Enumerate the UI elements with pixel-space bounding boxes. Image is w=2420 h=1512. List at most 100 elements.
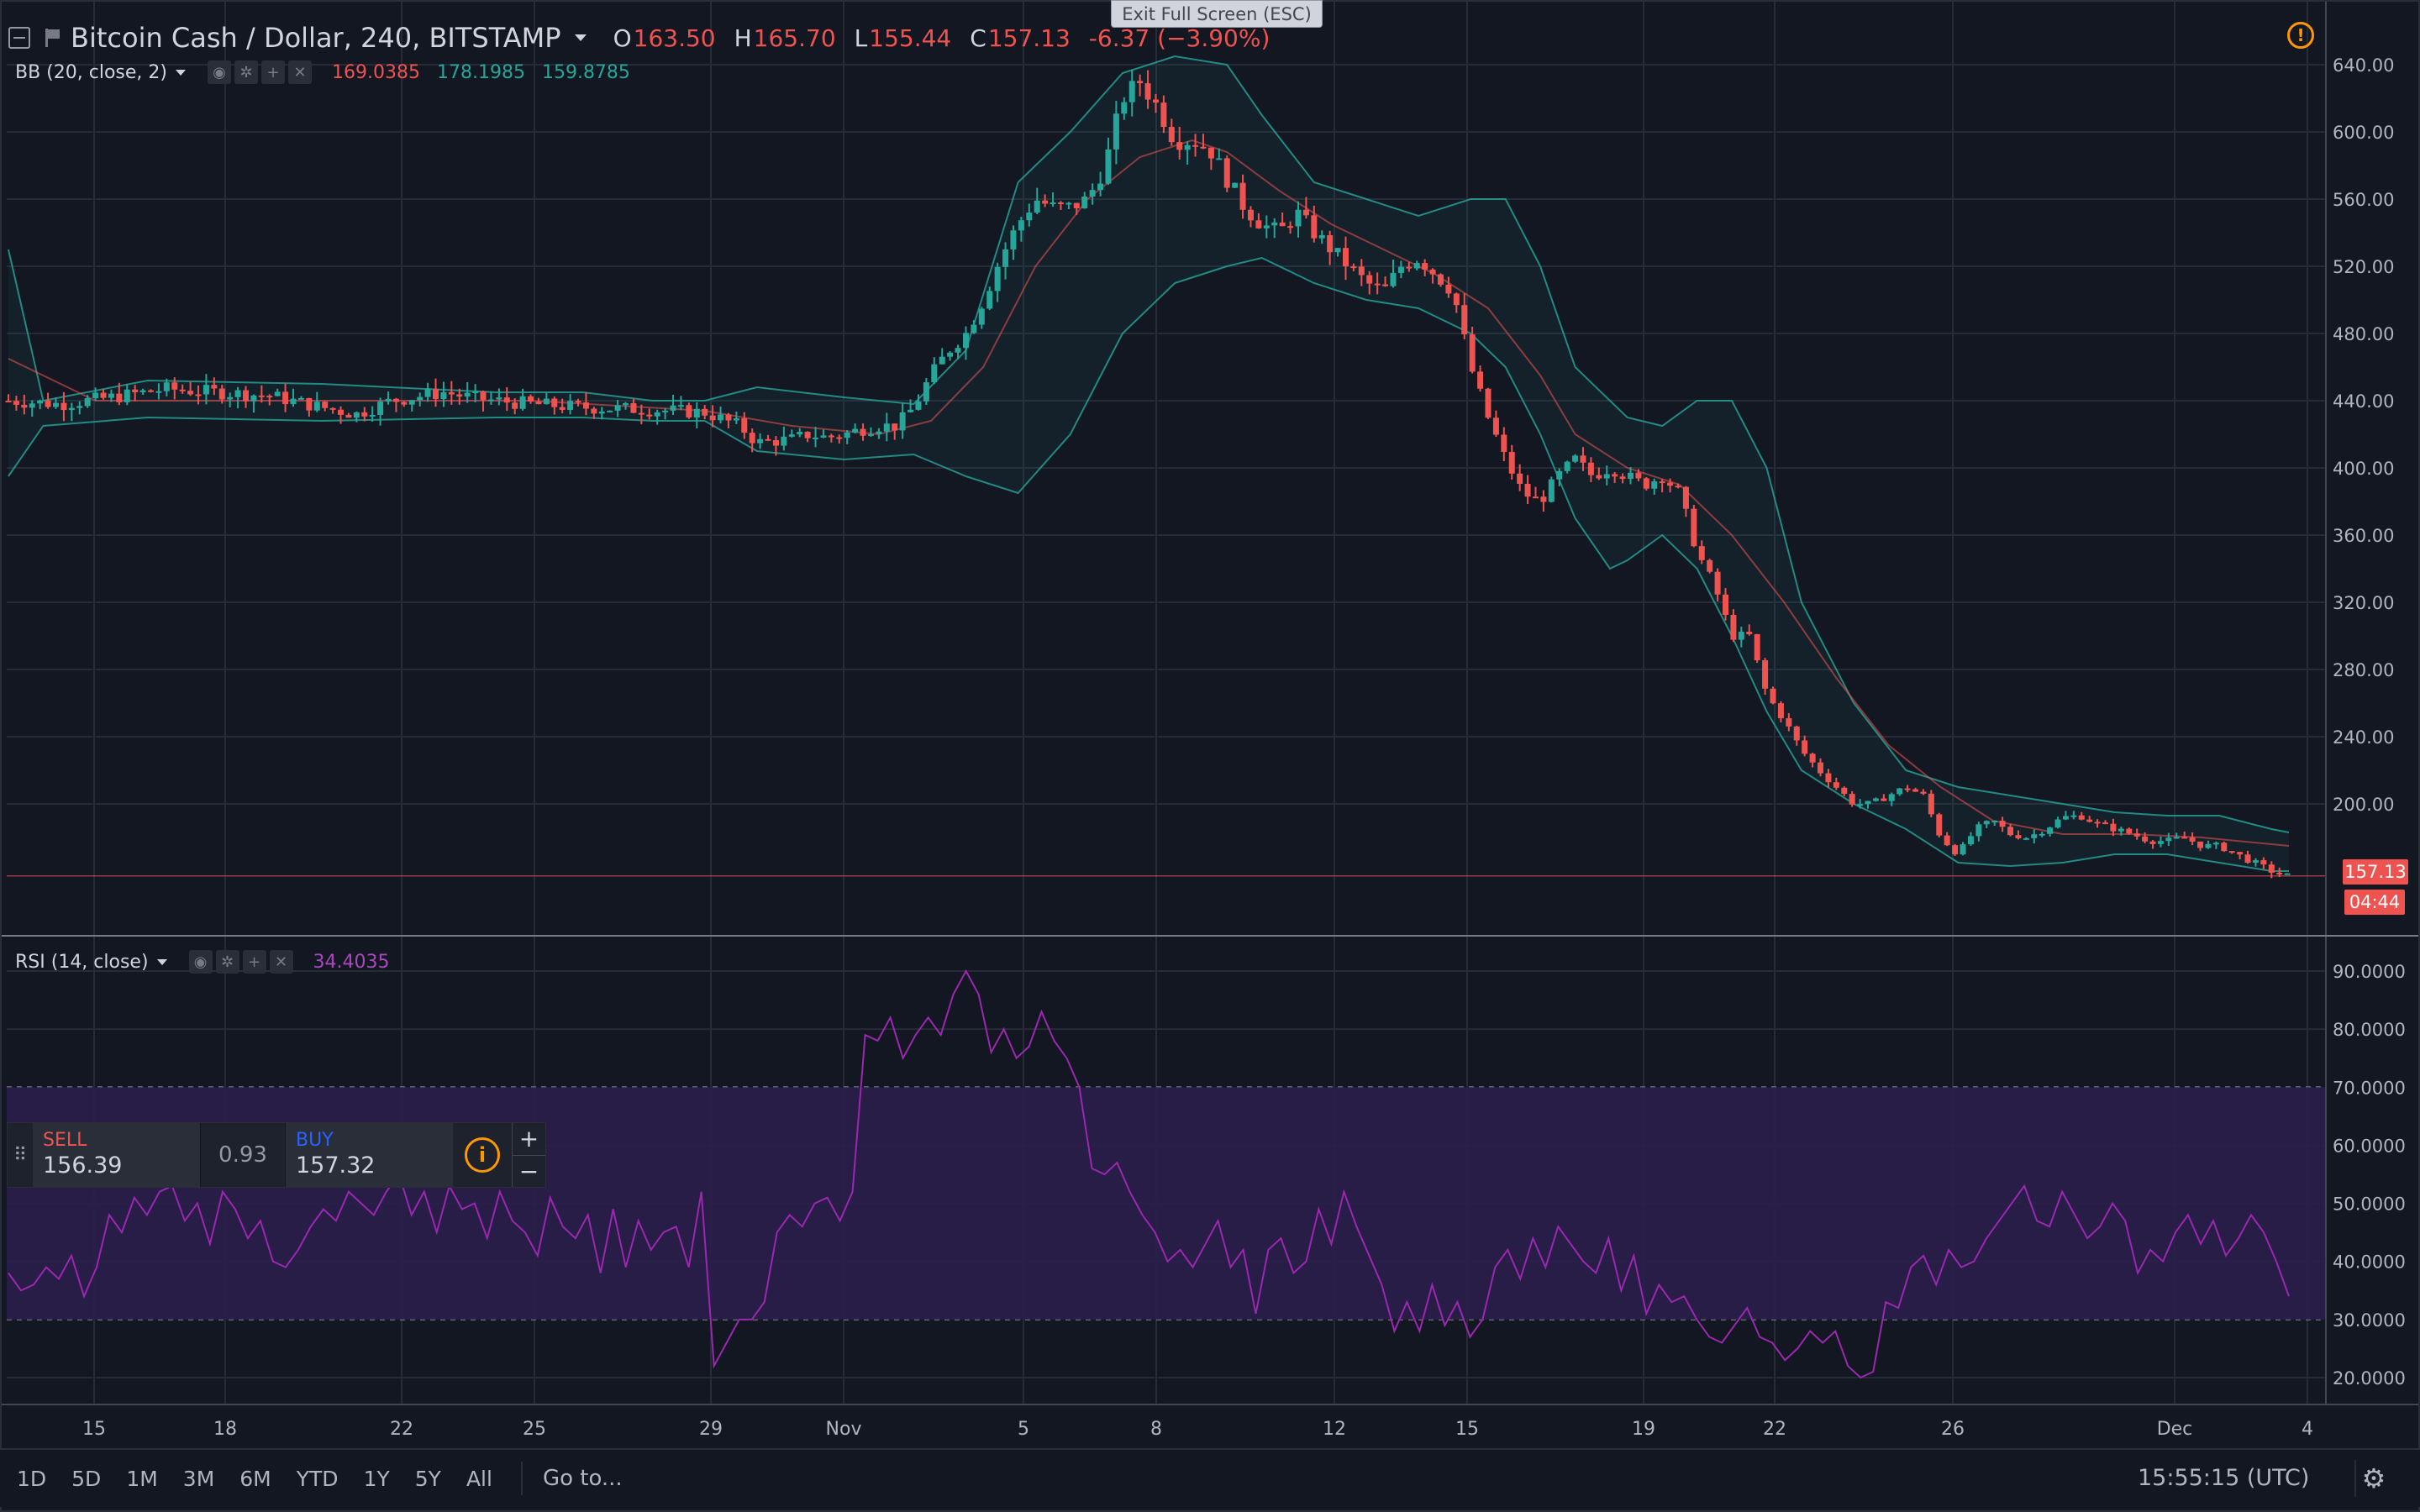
candle-body [2118,828,2124,832]
candle-body [385,398,392,402]
candle-body [1279,222,1286,227]
candle-body [433,389,439,399]
time-axis-label: 4 [2302,1419,2313,1440]
candle-body [607,410,613,412]
candle-body [2212,843,2219,845]
candle-body [2078,815,2085,820]
buy-price: 157.32 [296,1152,376,1179]
candle-body [567,401,574,410]
plus-icon[interactable]: + [260,60,285,84]
candle-body [2094,822,2101,824]
low-key: L [854,24,868,52]
range-all-button[interactable]: All [466,1466,492,1491]
candle-body [749,433,755,444]
rsi-value: 34.4035 [313,951,390,973]
chevron-down-icon[interactable] [175,69,186,76]
exit-fullscreen-button[interactable]: Exit Full Screen (ESC) [1111,0,1323,28]
chart-header: Bitcoin Cash / Dollar, 240, BITSTAMP O16… [8,17,1270,59]
candle-body [100,392,107,398]
candle-body [797,432,803,435]
candle-body [1738,632,1744,640]
range-5y-button[interactable]: 5Y [414,1466,441,1491]
gear-icon[interactable]: ⚙ [2354,1460,2391,1497]
rsi-line [8,969,2290,1379]
eye-icon[interactable]: ◉ [207,60,231,84]
rsi-axis-label: 50.0000 [2333,1194,2406,1215]
close-icon[interactable]: ✕ [287,60,312,84]
candle-body [693,408,700,417]
sell-button[interactable]: SELL 156.39 [33,1123,201,1187]
alert-icon[interactable]: ! [2287,22,2314,49]
flag-icon[interactable] [45,29,60,47]
candle-body [92,392,99,398]
range-6m-button[interactable]: 6M [239,1466,271,1491]
candle-body [1944,835,1950,846]
candle-body [5,401,12,402]
range-1m-button[interactable]: 1M [126,1466,158,1491]
candle-body [1073,202,1080,208]
candle-body [1137,81,1144,84]
candle-body [1983,821,1990,825]
candle-body [1612,474,1618,477]
candle-body [1113,113,1119,150]
buy-label: BUY [296,1130,334,1151]
candle-body [614,405,621,411]
close-icon[interactable]: ✕ [269,950,293,974]
range-1y-button[interactable]: 1Y [363,1466,390,1491]
change-value: -6.37 (−3.90%) [1088,24,1270,52]
candle-body [227,396,234,400]
range-5d-button[interactable]: 5D [71,1466,102,1491]
candle-body [2205,843,2212,848]
gear-icon[interactable]: ✲ [215,950,239,974]
minus-button[interactable]: − [518,1157,539,1185]
range-1d-button[interactable]: 1D [17,1466,47,1491]
candle-body [1587,462,1594,475]
utc-clock[interactable]: 15:55:15 (UTC) [2138,1465,2310,1491]
rsi-indicator-name[interactable]: RSI (14, close) [15,951,149,973]
candle-body [528,396,534,402]
symbol-title[interactable]: Bitcoin Cash / Dollar, 240, BITSTAMP [71,22,561,54]
candle-body [757,438,764,444]
eye-icon[interactable]: ◉ [188,950,213,974]
candle-body [2126,828,2133,834]
chevron-down-icon[interactable] [156,958,167,965]
rsi-axis-label: 70.0000 [2333,1078,2406,1098]
candle-body [487,399,494,402]
quantity-stepper: + − [512,1123,545,1187]
candle-body [1754,633,1760,661]
candle-body [1818,762,1824,774]
candle-body [852,428,859,433]
info-button[interactable]: i [453,1123,512,1187]
candle-body [464,392,471,397]
candle-body [1232,182,1239,188]
goto-date-button[interactable]: Go to... [542,1466,623,1491]
buy-button[interactable]: BUY 157.32 [285,1123,453,1187]
candle-body [1413,263,1420,269]
plus-icon[interactable]: + [242,950,266,974]
candle-body [1453,293,1460,306]
drag-handle-icon[interactable]: ⠿ [13,1144,28,1166]
range-ytd-button[interactable]: YTD [296,1466,339,1491]
candle-body [2165,837,2172,842]
candle-body [1018,220,1024,231]
time-axis-label: 22 [1763,1419,1786,1440]
candle-body [329,407,336,410]
collapse-icon[interactable] [8,27,30,49]
gear-icon[interactable]: ✲ [234,60,258,84]
bb-indicator-name[interactable]: BB (20, close, 2) [15,61,167,83]
range-3m-button[interactable]: 3M [182,1466,215,1491]
plus-button[interactable]: + [513,1123,545,1156]
candle-body [13,401,19,405]
candle-body [496,397,502,400]
candle-body [947,352,954,357]
candle-body [243,390,250,402]
time-axis-label: 26 [1941,1419,1965,1440]
candle-body [1263,225,1270,228]
candle-body [836,437,843,439]
candle-body [1302,209,1309,216]
open-key: O [613,24,632,52]
time-axis-label: 18 [213,1419,237,1440]
chevron-down-icon[interactable] [574,34,587,41]
